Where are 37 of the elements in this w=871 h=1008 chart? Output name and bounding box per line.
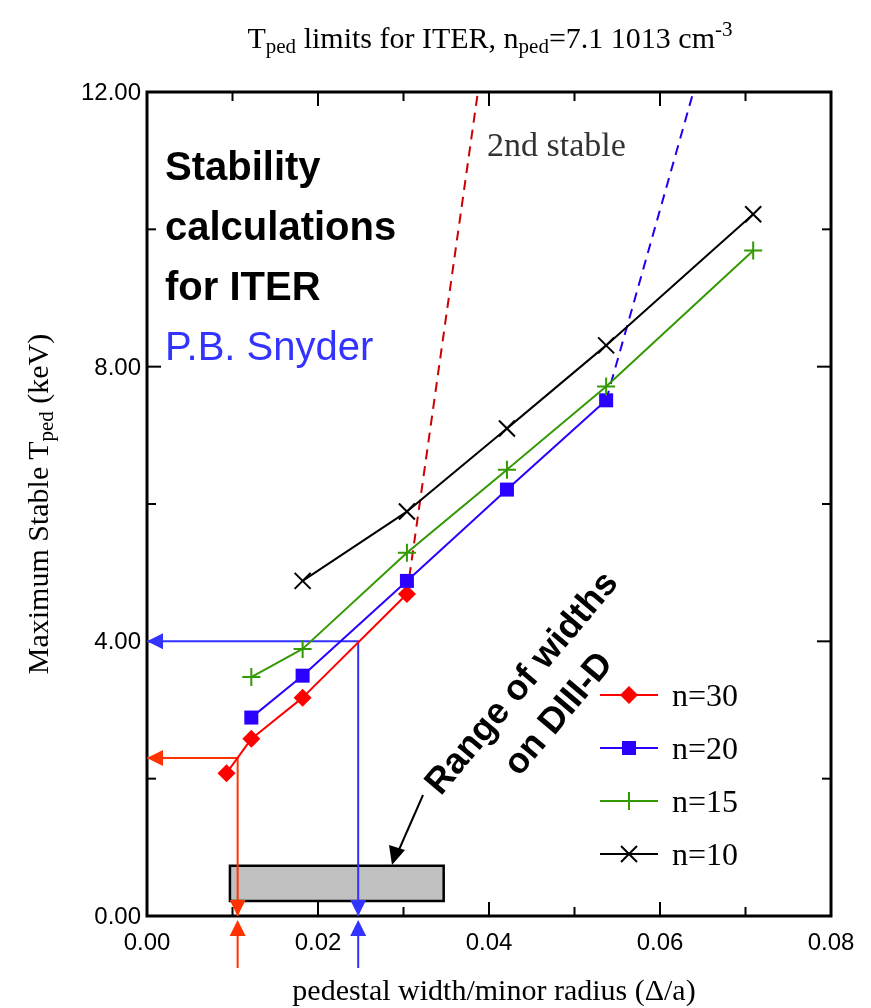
y-tick-label: 12.00 <box>80 78 141 105</box>
x-tick-label: 0.08 <box>807 928 855 955</box>
point <box>397 502 416 521</box>
point <box>295 668 310 683</box>
point <box>292 638 313 659</box>
point <box>596 376 617 397</box>
annotation: 2nd stable <box>487 126 626 163</box>
point <box>241 667 262 688</box>
point <box>499 482 514 497</box>
y-tick-label: 8.00 <box>94 352 141 380</box>
legend-label: n=20 <box>672 730 739 766</box>
x-tick-label: 0.00 <box>123 928 171 955</box>
point <box>217 764 236 783</box>
x-tick-label: 0.02 <box>294 928 342 955</box>
point <box>743 240 764 261</box>
y-tick-label: 0.00 <box>94 902 141 929</box>
point <box>396 542 417 563</box>
point <box>496 459 517 480</box>
point <box>293 571 312 590</box>
point <box>599 393 614 408</box>
x-tick-label: 0.06 <box>636 928 684 955</box>
point <box>293 688 312 707</box>
point <box>399 573 414 588</box>
x-axis-title: pedestal width/minor radius (Δ/a) <box>292 973 696 1007</box>
x-tick-label: 0.04 <box>465 928 513 955</box>
point <box>597 336 616 355</box>
point <box>744 205 763 224</box>
annotation: Stability calculations for ITER <box>165 144 397 308</box>
legend-label: n=30 <box>672 677 739 713</box>
legend-label: n=15 <box>672 783 739 819</box>
point <box>244 710 259 725</box>
annotation: P.B. Snyder <box>165 324 374 368</box>
legend-label: n=10 <box>672 836 739 872</box>
chart-title: T$_{ped}$ limits for ITER, n$_{ped}$=7.1 1013 cm$^{-3}$ <box>247 17 733 59</box>
point <box>242 729 261 748</box>
point <box>497 419 516 438</box>
y-tick-label: 4.00 <box>94 627 141 655</box>
